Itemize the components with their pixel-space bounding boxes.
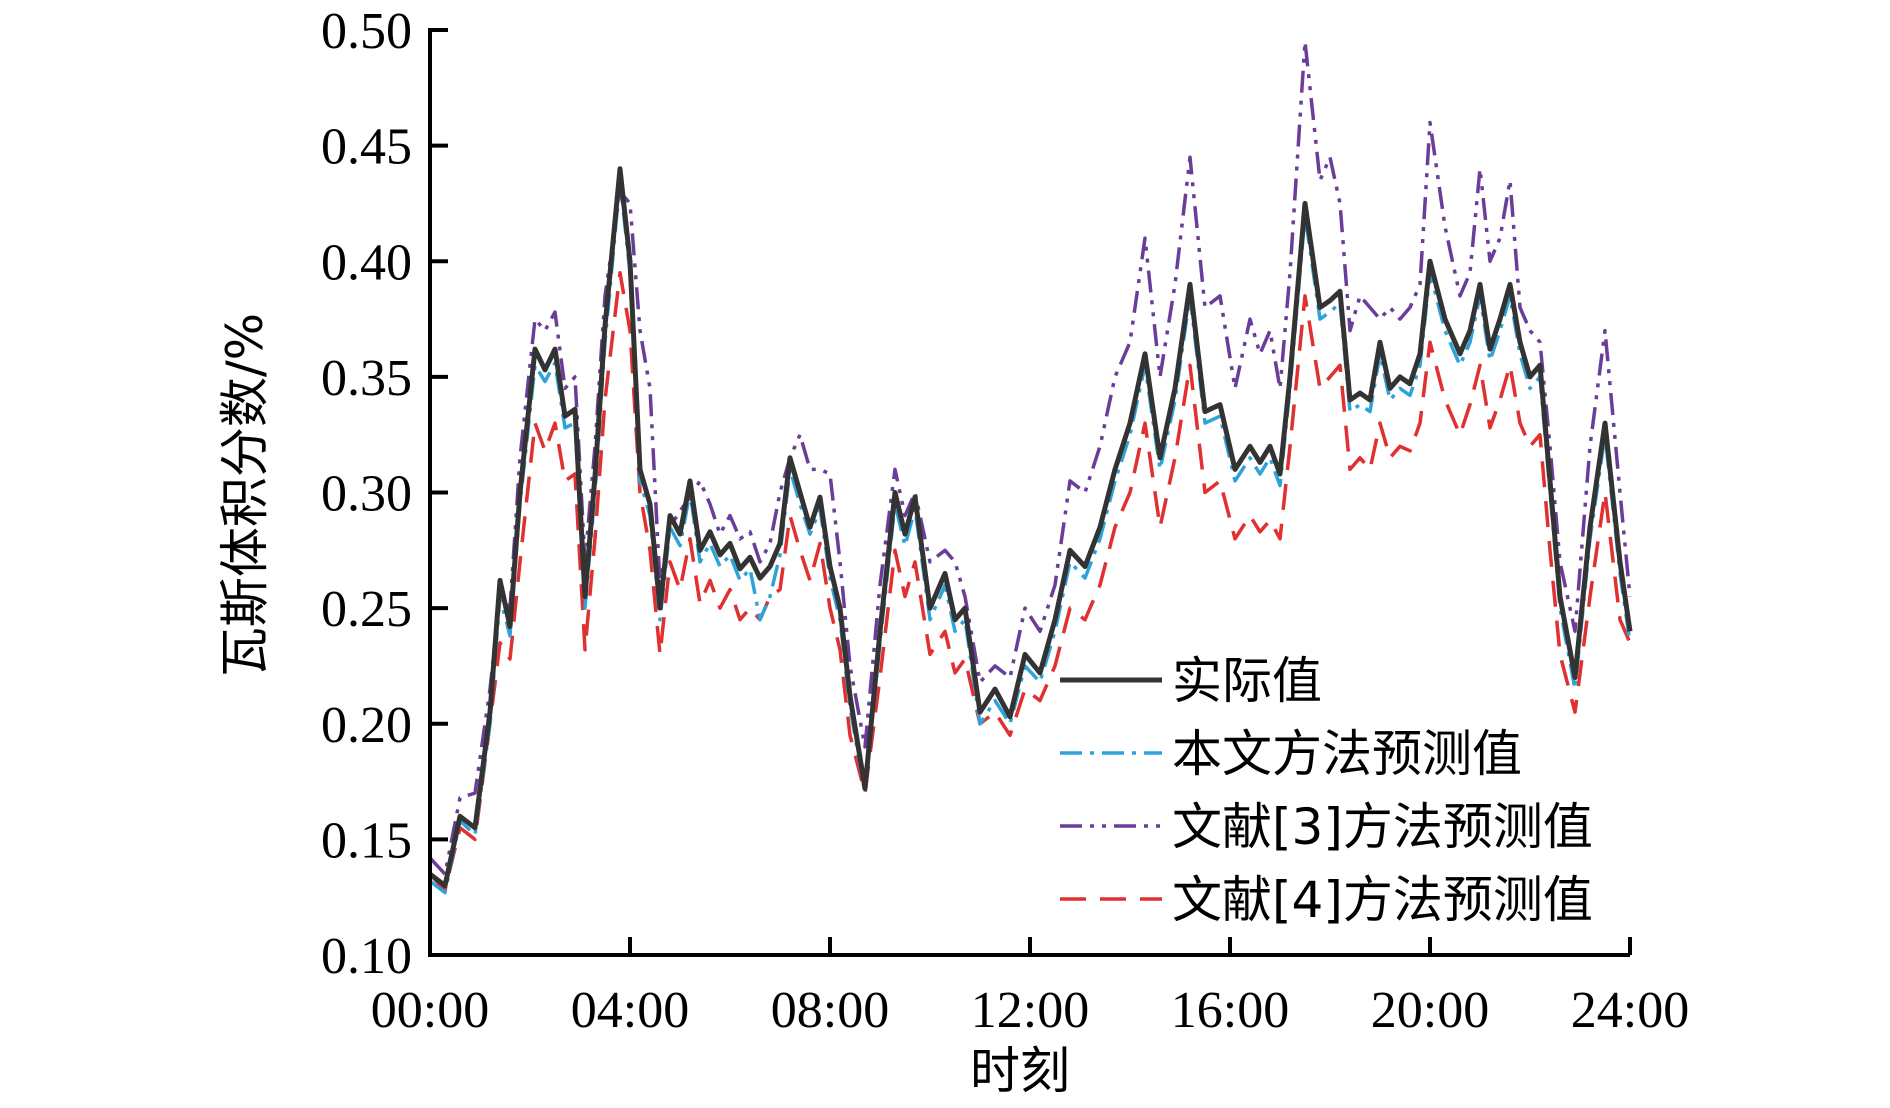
y-tick-label: 0.25: [321, 581, 412, 638]
series-line-0: [428, 166, 1633, 889]
series-line-3: [428, 271, 1632, 893]
x-tick-label: 24:00: [1571, 982, 1689, 1039]
y-tick-label: 0.30: [321, 466, 412, 523]
y-tick-label: 0.15: [321, 812, 412, 869]
x-axis-title: 时刻: [970, 1042, 1070, 1100]
x-tick-label: 20:00: [1371, 982, 1489, 1039]
x-tick-label: 04:00: [571, 982, 689, 1039]
y-tick-label: 0.20: [321, 697, 412, 754]
y-tick-label: 0.50: [321, 3, 412, 60]
y-tick-label: 0.35: [321, 350, 412, 407]
x-tick-label: 08:00: [771, 982, 889, 1039]
series-line-2: [428, 39, 1632, 876]
x-tick-label: 00:00: [371, 982, 489, 1039]
legend-label-1: 本文方法预测值: [1172, 725, 1522, 783]
x-tick-label: 16:00: [1171, 982, 1289, 1039]
x-tick-label: 12:00: [971, 982, 1089, 1039]
ticks: 0.10 0.15 0.20 0.25 0.30 0.35 0.40 0.45 0.50 00:0…: [321, 3, 1689, 1039]
legend-label-2: 文献[3]方法预测值: [1172, 798, 1593, 856]
y-tick-label: 0.40: [321, 234, 412, 291]
y-axis-title: 瓦斯体积分数/%: [216, 313, 274, 677]
y-tick-label: 0.45: [321, 119, 412, 176]
legend-label-0: 实际值: [1172, 652, 1322, 710]
legend-label-3: 文献[4]方法预测值: [1172, 871, 1593, 929]
series-layer: [428, 39, 1633, 895]
y-tick-label: 0.10: [321, 928, 412, 985]
